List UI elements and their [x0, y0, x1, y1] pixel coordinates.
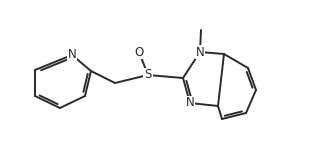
- Text: N: N: [186, 97, 194, 110]
- Text: N: N: [196, 46, 204, 59]
- Text: N: N: [68, 48, 76, 61]
- Text: O: O: [135, 46, 144, 59]
- Text: S: S: [144, 68, 152, 81]
